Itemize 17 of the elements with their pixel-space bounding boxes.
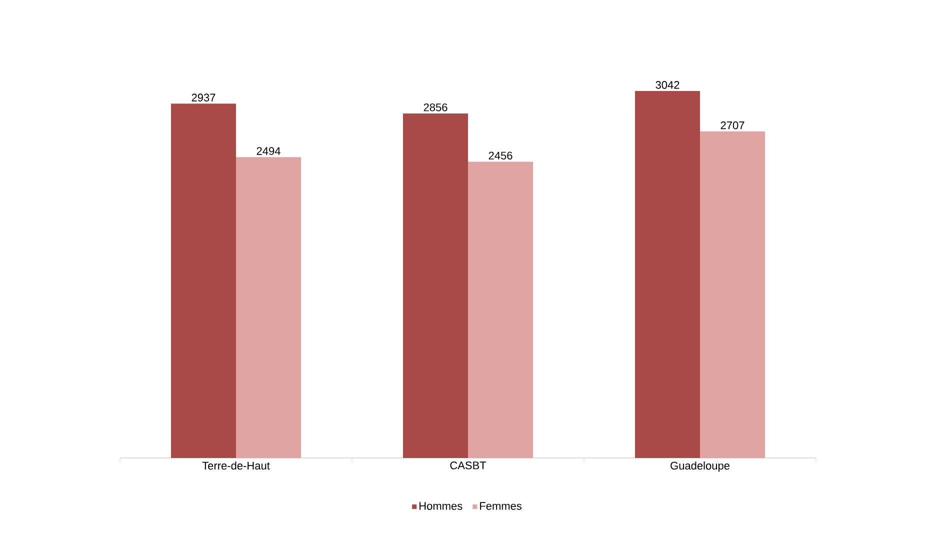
data-label: 2856	[424, 103, 448, 112]
bar	[236, 157, 302, 458]
data-label: 2456	[488, 152, 512, 160]
legend-label: Hommes	[420, 502, 462, 510]
bar	[635, 91, 700, 458]
legend-label: Femmes	[480, 502, 522, 510]
x-tick-label: CASBT	[450, 462, 486, 470]
data-label: 2494	[256, 147, 280, 155]
data-label: 2707	[720, 121, 744, 130]
x-tick-label: Terre-de-Haut	[202, 462, 270, 470]
bar	[171, 104, 236, 458]
bar	[468, 162, 534, 458]
bar	[403, 113, 468, 458]
data-label: 3042	[656, 81, 680, 89]
data-label: 2937	[192, 94, 216, 102]
x-tick-label: Guadeloupe	[670, 462, 730, 472]
bar	[700, 131, 766, 458]
